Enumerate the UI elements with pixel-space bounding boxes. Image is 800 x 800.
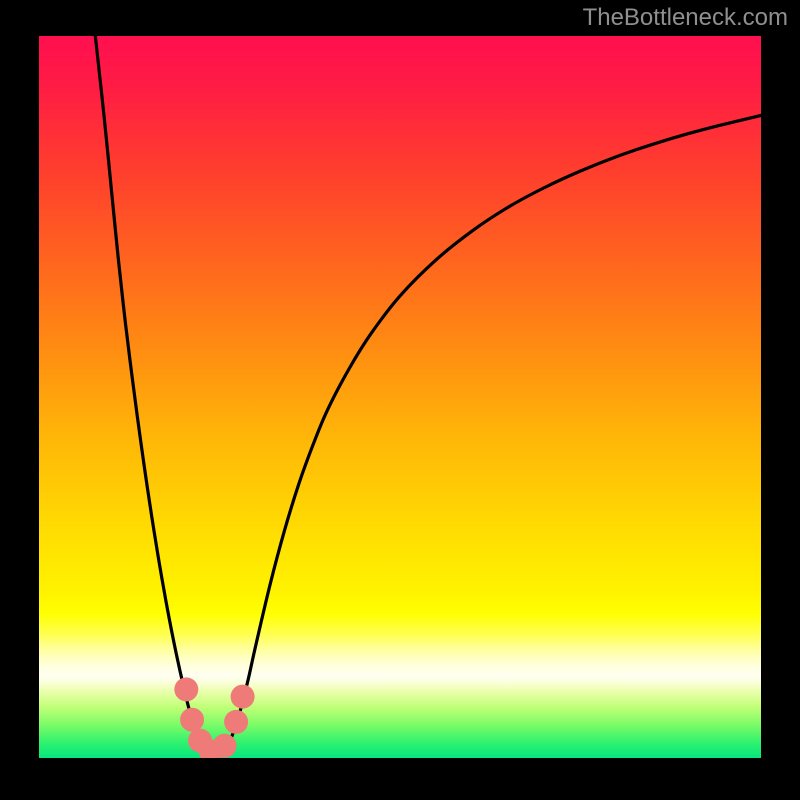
marker-dot: [231, 685, 255, 709]
curve-left-branch: [95, 36, 212, 755]
plot-svg: [39, 36, 761, 758]
curve-right-branch: [216, 115, 761, 755]
watermark-text: TheBottleneck.com: [583, 4, 788, 32]
plot-area: [39, 36, 761, 758]
marker-dot: [213, 734, 237, 758]
marker-dot: [174, 677, 198, 701]
marker-dot: [224, 710, 248, 734]
marker-dot: [180, 708, 204, 732]
